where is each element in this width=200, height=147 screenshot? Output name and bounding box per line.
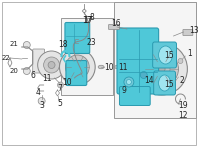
Text: 21: 21 (9, 41, 18, 47)
Circle shape (136, 43, 187, 95)
Circle shape (126, 80, 131, 85)
Text: 23: 23 (86, 37, 96, 46)
Circle shape (158, 66, 165, 72)
Circle shape (153, 61, 170, 77)
Text: 11: 11 (118, 62, 128, 71)
Ellipse shape (159, 75, 171, 91)
FancyBboxPatch shape (117, 28, 159, 94)
Text: 16: 16 (111, 19, 121, 27)
Circle shape (58, 82, 63, 88)
Ellipse shape (98, 65, 104, 69)
FancyBboxPatch shape (119, 86, 150, 106)
Circle shape (23, 41, 30, 49)
Text: 12: 12 (179, 111, 188, 120)
Circle shape (140, 71, 147, 78)
Text: 8: 8 (90, 12, 95, 21)
FancyBboxPatch shape (65, 22, 90, 54)
Text: 14: 14 (144, 76, 154, 85)
Bar (61, 18, 113, 95)
FancyBboxPatch shape (183, 30, 193, 35)
Circle shape (48, 61, 55, 69)
FancyBboxPatch shape (154, 71, 175, 95)
Circle shape (38, 51, 65, 79)
Text: 15: 15 (164, 80, 173, 88)
Text: 11: 11 (42, 74, 51, 82)
Text: 3: 3 (39, 101, 44, 111)
Text: 2: 2 (179, 76, 184, 85)
Circle shape (44, 57, 59, 73)
Circle shape (178, 59, 183, 64)
Text: 5: 5 (57, 98, 62, 107)
Text: 9: 9 (121, 86, 126, 95)
Ellipse shape (159, 78, 162, 83)
Circle shape (65, 55, 89, 79)
Text: 17: 17 (83, 15, 93, 25)
FancyBboxPatch shape (33, 49, 45, 73)
Circle shape (23, 67, 30, 75)
Circle shape (74, 64, 80, 70)
Text: 19: 19 (179, 101, 188, 110)
Ellipse shape (115, 66, 119, 69)
Circle shape (38, 97, 45, 105)
Circle shape (59, 49, 95, 85)
Circle shape (71, 61, 84, 74)
Text: 7: 7 (57, 83, 62, 92)
Bar (114, 2, 196, 118)
Text: 10: 10 (63, 77, 72, 86)
Text: 18: 18 (59, 40, 68, 49)
Text: 1: 1 (187, 49, 192, 57)
Text: 17: 17 (82, 15, 92, 25)
Text: 10: 10 (104, 62, 114, 71)
Text: 20: 20 (9, 68, 18, 74)
Text: 13: 13 (190, 25, 199, 35)
Ellipse shape (157, 52, 164, 61)
Circle shape (124, 77, 134, 87)
Text: 6: 6 (30, 71, 35, 80)
Text: 22: 22 (2, 55, 10, 61)
FancyBboxPatch shape (153, 42, 176, 68)
Ellipse shape (159, 54, 163, 60)
FancyBboxPatch shape (66, 61, 87, 86)
Circle shape (145, 52, 178, 86)
Text: 4: 4 (35, 87, 40, 96)
Text: 15: 15 (164, 51, 173, 60)
Ellipse shape (158, 77, 164, 85)
FancyBboxPatch shape (109, 25, 119, 30)
Ellipse shape (159, 46, 173, 64)
